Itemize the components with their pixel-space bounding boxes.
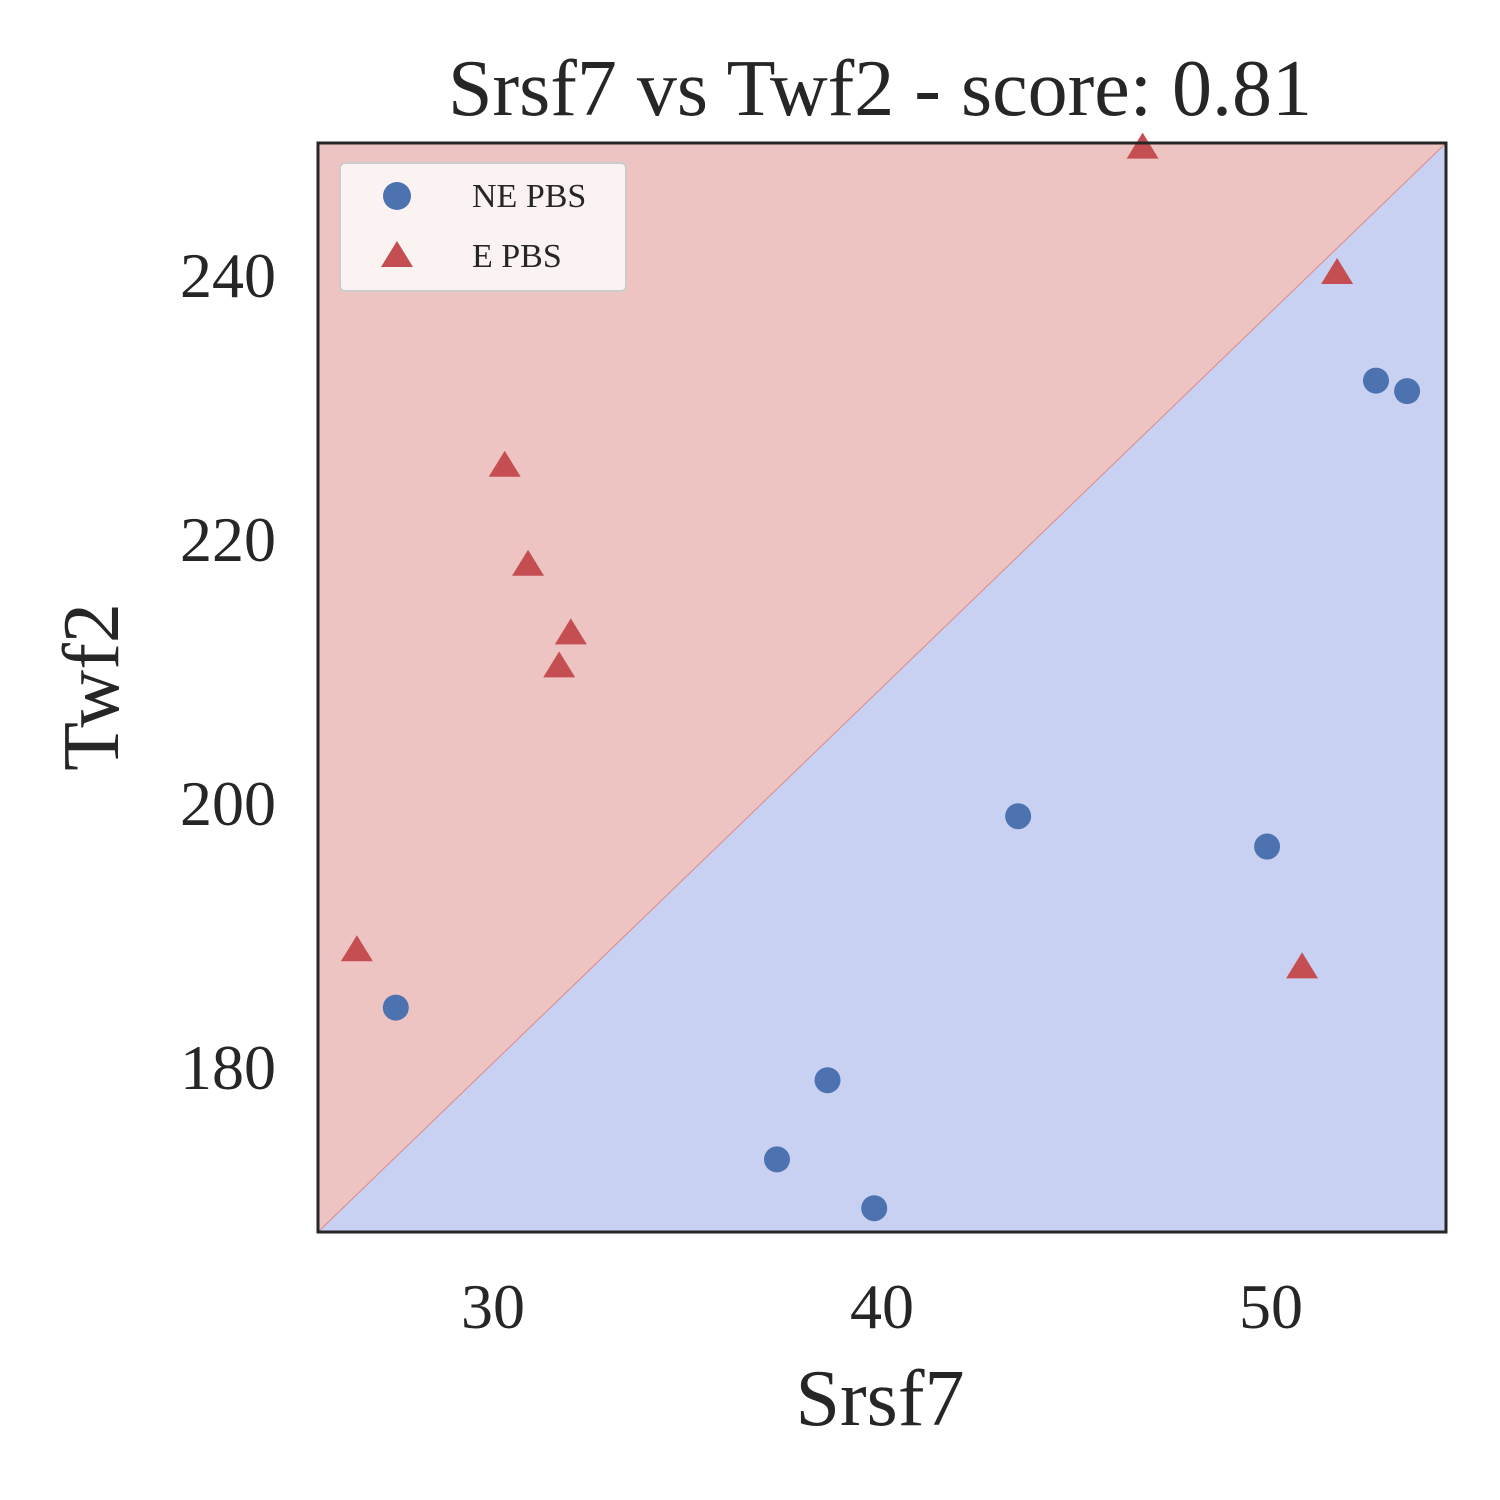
x-axis-label: Srsf7 [796, 1355, 965, 1443]
chart-title: Srsf7 vs Twf2 - score: 0.81 [448, 45, 1312, 133]
point-ne-pbs [1362, 367, 1389, 394]
point-ne-pbs [763, 1146, 790, 1173]
data-points [340, 132, 1421, 1222]
legend-box [339, 162, 627, 292]
legend-label-ne-pbs: NE PBS [472, 178, 586, 215]
point-ne-pbs [1005, 803, 1032, 830]
point-ne-pbs [1394, 378, 1421, 405]
point-e-pbs [488, 450, 521, 477]
point-e-pbs [512, 549, 545, 576]
point-e-pbs [1321, 258, 1354, 285]
x-tick-label: 40 [850, 1271, 914, 1342]
x-tick-label: 30 [461, 1271, 525, 1342]
y-tick-label: 240 [180, 240, 276, 311]
point-ne-pbs [382, 994, 409, 1021]
point-e-pbs [340, 935, 373, 962]
y-tick-label: 200 [180, 768, 276, 839]
point-ne-pbs [861, 1195, 888, 1222]
legend: NE PBS E PBS [339, 162, 627, 292]
y-tick-label: 180 [180, 1032, 276, 1103]
point-ne-pbs [1254, 833, 1281, 860]
legend-marker-e-pbs [381, 241, 413, 267]
point-e-pbs [1286, 952, 1319, 979]
y-axis-label: Twf2 [48, 603, 136, 771]
y-tick-label: 220 [180, 504, 276, 575]
plot-background [317, 142, 1447, 1233]
legend-label-e-pbs: E PBS [472, 238, 562, 275]
plot-frame [316, 141, 1448, 1234]
point-e-pbs [1126, 132, 1159, 159]
x-axis-ticks: 30 40 50 [461, 1271, 1303, 1342]
legend-marker-ne-pbs [383, 182, 411, 210]
y-axis-ticks: 180 200 220 240 [180, 240, 276, 1103]
decision-boundary [317, 142, 1447, 1233]
point-ne-pbs [814, 1067, 841, 1094]
x-tick-label: 50 [1239, 1271, 1303, 1342]
point-e-pbs [543, 651, 576, 678]
point-e-pbs [554, 618, 587, 645]
